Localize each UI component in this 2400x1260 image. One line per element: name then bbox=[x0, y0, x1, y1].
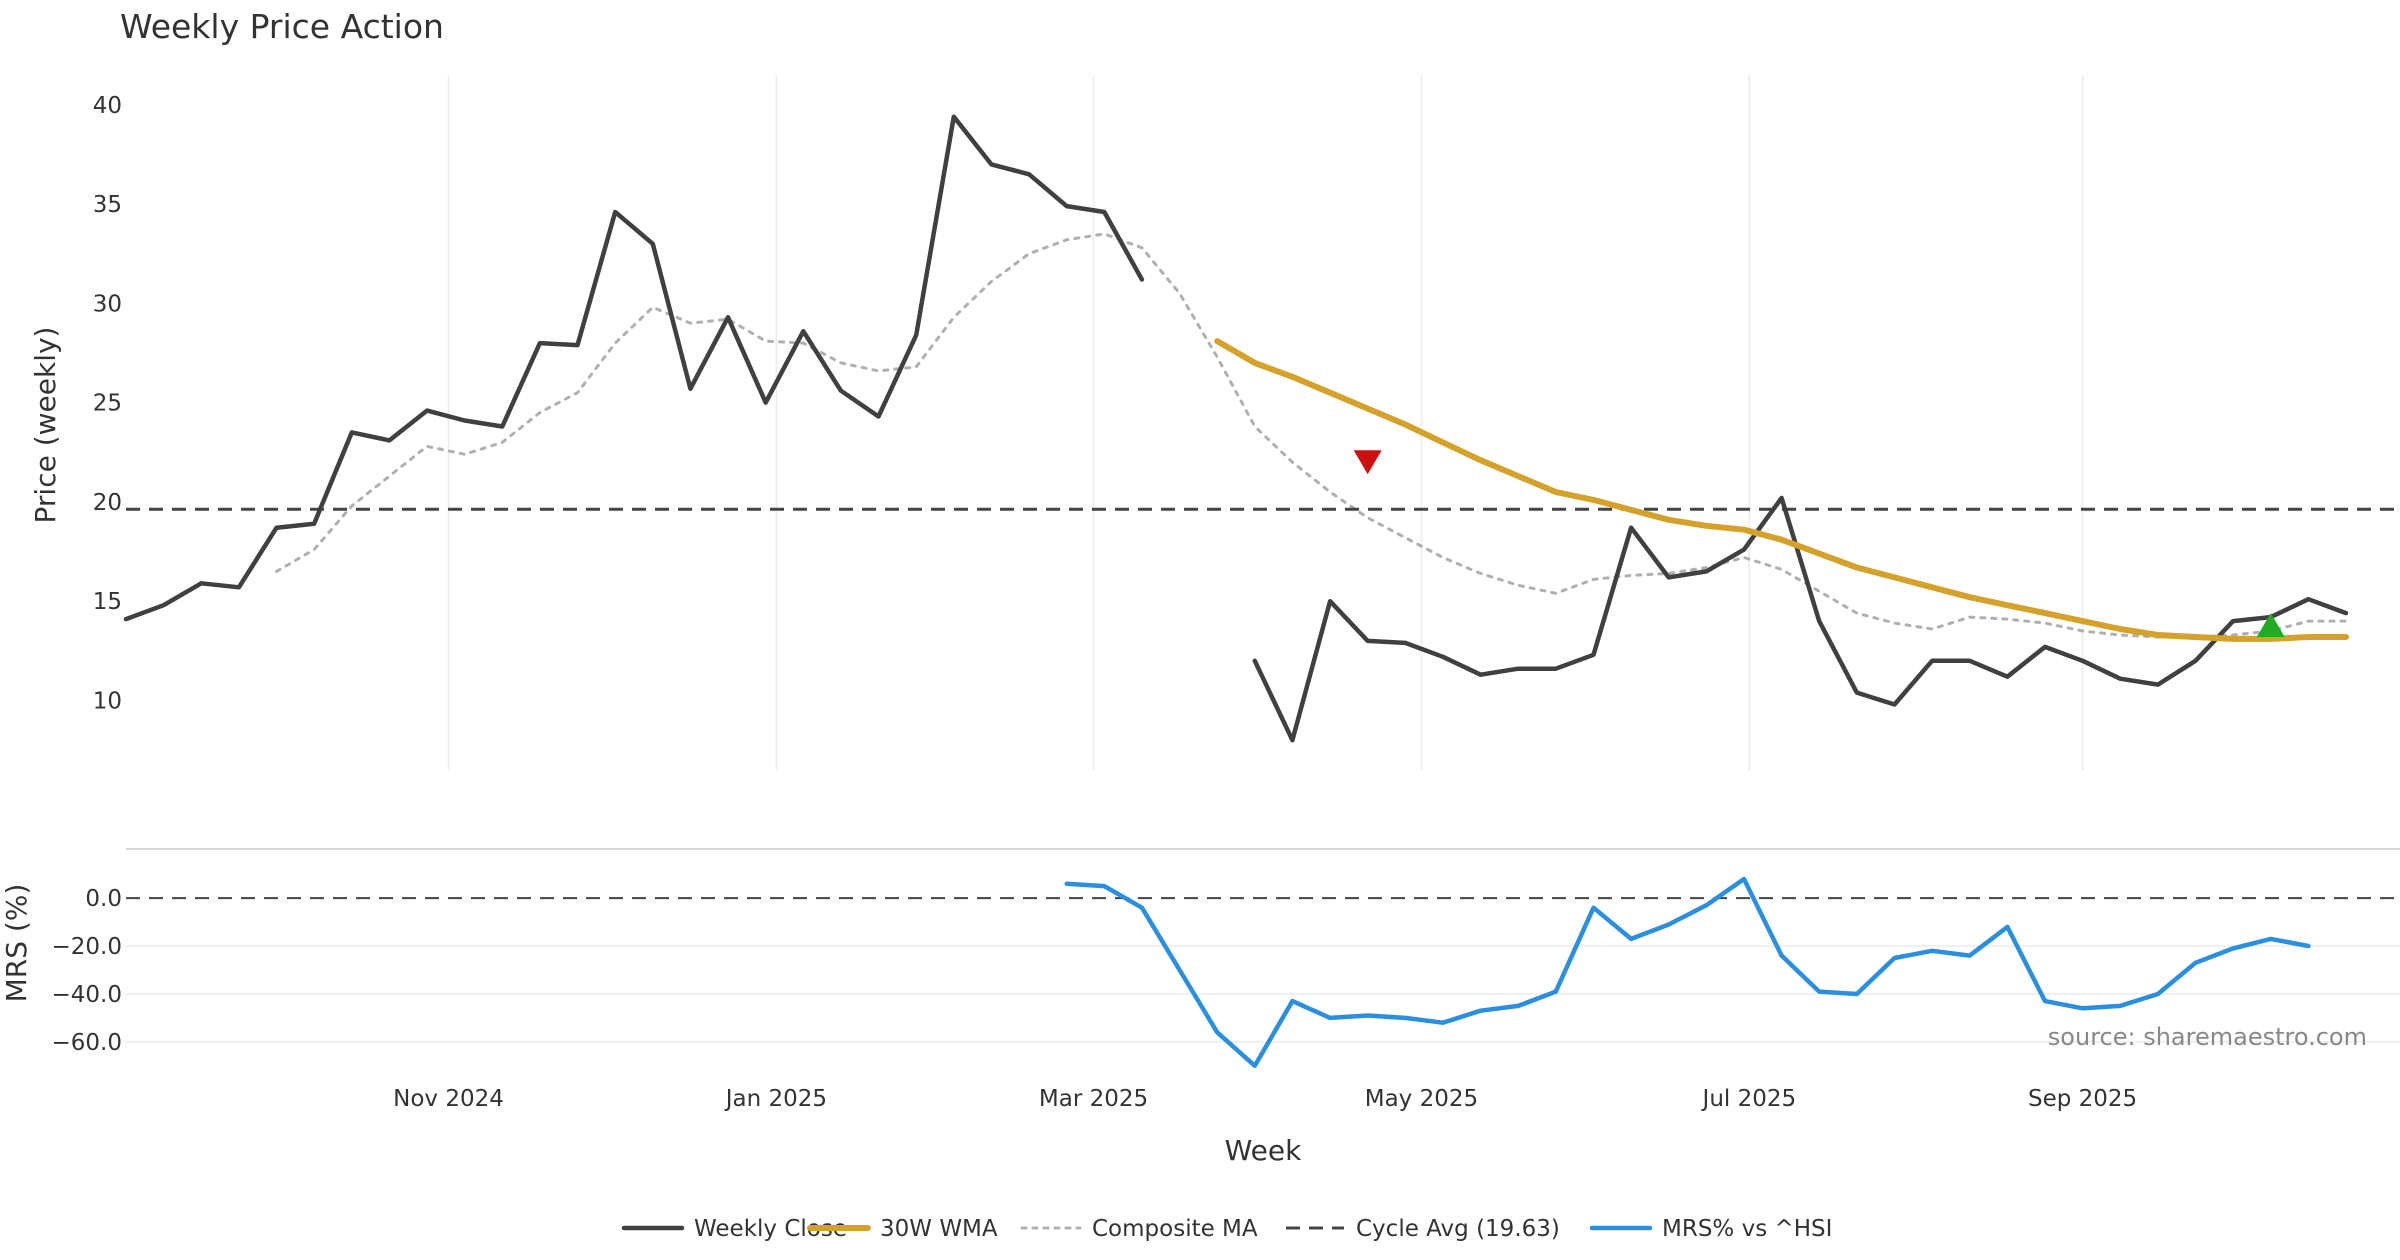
legend-item: MRS% vs ^HSI bbox=[1589, 1216, 1832, 1242]
legend-item: Cycle Avg (19.63) bbox=[1286, 1216, 1560, 1242]
x-axis-label: Week bbox=[1225, 1134, 1302, 1167]
legend: Weekly Close 30W WMA Composite MA Cycle Avg… bbox=[621, 1216, 1832, 1242]
x-tick-label: Jan 2025 bbox=[724, 1086, 827, 1112]
legend-label: Composite MA bbox=[1092, 1216, 1258, 1242]
mrs-y-tick-label: −40.0 bbox=[52, 982, 122, 1008]
price-y-tick-label: 15 bbox=[93, 589, 122, 615]
price-y-tick-label: 30 bbox=[93, 291, 122, 317]
price-gridlines bbox=[447, 75, 2084, 770]
x-tick-label: Nov 2024 bbox=[393, 1086, 504, 1112]
mrs-y-ticks: 0.0 −20.0 −40.0 −60.0 bbox=[52, 886, 122, 1056]
x-tick-label: May 2025 bbox=[1365, 1086, 1478, 1112]
series-line-30w-wma bbox=[1214, 338, 2349, 642]
mrs-series bbox=[1064, 876, 2311, 1069]
x-tick-label: Mar 2025 bbox=[1039, 1086, 1148, 1112]
price-y-ticks: 10 15 20 25 30 35 40 bbox=[93, 93, 122, 715]
price-y-axis-label: Price (weekly) bbox=[29, 327, 62, 524]
legend-item: Composite MA bbox=[1020, 1216, 1258, 1242]
chart-title: Weekly Price Action bbox=[120, 7, 444, 46]
mrs-y-tick-label: −20.0 bbox=[52, 934, 122, 960]
series-line-composite-ma bbox=[275, 232, 2348, 639]
price-y-tick-label: 10 bbox=[93, 689, 122, 715]
price-y-tick-label: 20 bbox=[93, 490, 122, 516]
series-line-mrs-vs-hsi bbox=[1064, 876, 2311, 1069]
price-markers bbox=[1353, 450, 2285, 638]
x-tick-label: Sep 2025 bbox=[2028, 1086, 2137, 1112]
mrs-panel: 0.0 −20.0 −40.0 −60.0 bbox=[52, 876, 2400, 1069]
legend-label: 30W WMA bbox=[880, 1216, 998, 1242]
price-y-tick-label: 35 bbox=[93, 192, 122, 218]
mrs-y-axis-label: MRS (%) bbox=[0, 884, 33, 1003]
x-axis-ticks: Nov 2024 Jan 2025 Mar 2025 May 2025 Jul 2025… bbox=[393, 1086, 2137, 1112]
legend-label: MRS% vs ^HSI bbox=[1662, 1216, 1832, 1242]
sell-marker bbox=[1353, 450, 1382, 475]
buy-marker bbox=[2256, 613, 2285, 638]
mrs-gridlines bbox=[126, 897, 2400, 1043]
source-note: source: sharemaestro.com bbox=[2048, 1023, 2367, 1051]
price-series bbox=[123, 114, 2400, 743]
series-line-weekly-close bbox=[123, 114, 2349, 743]
price-y-tick-label: 40 bbox=[93, 93, 122, 119]
price-y-tick-label: 25 bbox=[93, 391, 122, 417]
mrs-y-tick-label: 0.0 bbox=[85, 886, 122, 912]
legend-label: Cycle Avg (19.63) bbox=[1356, 1216, 1560, 1242]
legend-item: 30W WMA bbox=[807, 1216, 998, 1242]
mrs-y-tick-label: −60.0 bbox=[52, 1030, 122, 1056]
x-tick-label: Jul 2025 bbox=[1701, 1086, 1797, 1112]
price-panel: 10 15 20 25 30 35 40 bbox=[93, 75, 2400, 770]
